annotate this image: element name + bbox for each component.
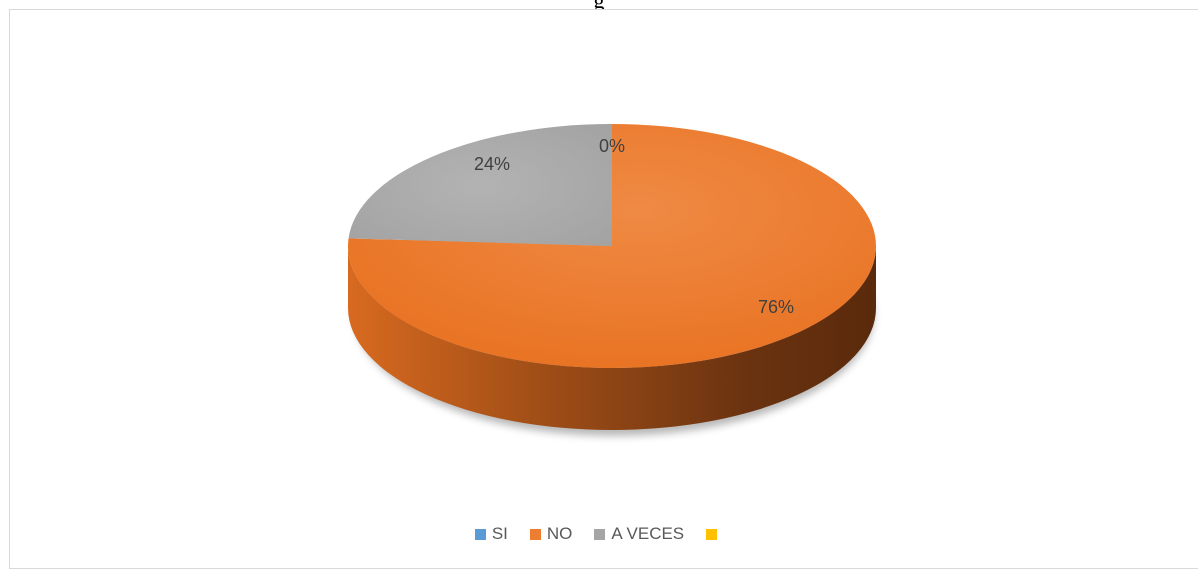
data-label-a-veces: 24%: [474, 154, 510, 174]
legend-label-si: SI: [491, 524, 508, 543]
legend-label-a-veces: A VECES: [611, 524, 685, 543]
legend-swatch-blank: [706, 528, 718, 540]
pie-side-no: [348, 246, 876, 430]
legend-swatch-si: [474, 528, 486, 540]
legend-item-no: NO: [529, 524, 573, 544]
pie-slice-no: [348, 124, 877, 368]
page-title: g: [593, 0, 605, 13]
legend: SI NO A VECES: [0, 524, 1198, 544]
data-label-no: 76%: [758, 297, 794, 317]
legend-item-blank: [706, 528, 723, 540]
legend-item-si: SI: [474, 524, 508, 544]
legend-swatch-no: [529, 528, 541, 540]
pie-slice-a-veces: [348, 124, 612, 246]
legend-item-a-veces: A VECES: [594, 524, 684, 544]
legend-label-no: NO: [546, 524, 573, 543]
data-label-si: 0%: [599, 136, 625, 156]
legend-swatch-a-veces: [594, 528, 606, 540]
